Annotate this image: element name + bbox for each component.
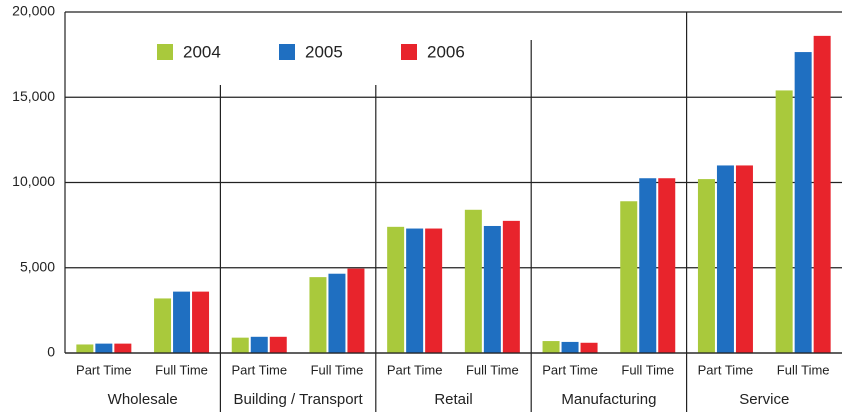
bar	[716, 165, 734, 353]
bar	[580, 342, 598, 353]
legend-label: 2006	[427, 42, 465, 61]
bar	[192, 291, 210, 353]
bar	[328, 273, 346, 353]
bar	[483, 225, 501, 353]
legend-label: 2004	[183, 42, 221, 61]
y-tick-label: 20,000	[12, 3, 55, 19]
group-label: Manufacturing	[561, 391, 656, 408]
bar	[76, 344, 94, 353]
x-tick-label: Part Time	[698, 362, 754, 377]
bar	[542, 341, 560, 353]
x-tick-label: Part Time	[231, 362, 287, 377]
bar	[658, 178, 676, 353]
x-tick-label: Part Time	[387, 362, 443, 377]
bar	[775, 90, 793, 354]
bar	[387, 226, 405, 353]
x-tick-label: Full Time	[155, 362, 208, 377]
bar	[173, 291, 191, 353]
group-label: Retail	[434, 391, 472, 408]
x-tick-label: Full Time	[777, 362, 830, 377]
y-tick-label: 0	[47, 344, 55, 360]
bar	[95, 343, 113, 353]
x-tick-label: Full Time	[466, 362, 519, 377]
bar	[154, 298, 172, 353]
bar	[406, 228, 424, 353]
legend-swatch	[157, 44, 173, 60]
x-tick-label: Full Time	[311, 362, 364, 377]
bar	[114, 343, 132, 353]
bar	[794, 52, 812, 353]
y-tick-label: 10,000	[12, 173, 55, 189]
y-tick-label: 5,000	[20, 258, 55, 274]
legend-swatch	[401, 44, 417, 60]
group-label: Service	[739, 391, 789, 408]
bar	[813, 35, 831, 354]
y-tick-label: 15,000	[12, 88, 55, 104]
group-label: Building / Transport	[233, 391, 363, 408]
legend-swatch	[279, 44, 295, 60]
bar	[231, 337, 249, 353]
x-tick-label: Part Time	[542, 362, 598, 377]
bar	[639, 178, 657, 353]
bar	[620, 201, 638, 353]
bar	[250, 336, 268, 353]
bar	[502, 220, 520, 353]
bar	[425, 228, 443, 353]
bar	[561, 341, 579, 353]
bar	[347, 268, 365, 353]
legend-label: 2005	[305, 42, 343, 61]
bar	[697, 179, 715, 353]
x-tick-label: Part Time	[76, 362, 132, 377]
x-tick-label: Full Time	[621, 362, 674, 377]
group-label: Wholesale	[108, 391, 178, 408]
bar	[309, 277, 327, 353]
bar	[269, 336, 287, 353]
bar	[464, 209, 482, 353]
bar	[735, 165, 753, 353]
